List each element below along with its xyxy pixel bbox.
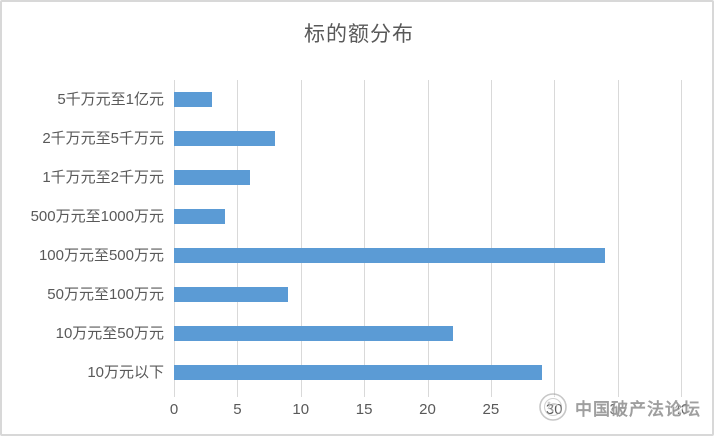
bar-7	[174, 365, 542, 380]
category-label-1: 2千万元至5千万元	[42, 130, 164, 147]
bar-6	[174, 326, 453, 341]
category-label-4: 100万元至500万元	[38, 247, 164, 264]
category-label-5: 50万元至100万元	[47, 286, 164, 303]
x-tick-label-15: 15	[355, 401, 373, 418]
tick-mark-20	[427, 392, 429, 397]
bar-4	[174, 248, 605, 263]
plot-area	[174, 80, 682, 397]
x-tick-label-30: 30	[545, 401, 563, 418]
bar-5	[174, 287, 289, 302]
gridline-35	[617, 80, 619, 392]
tick-mark-30	[554, 392, 556, 397]
category-label-3: 500万元至1000万元	[30, 208, 164, 225]
gridline-15	[364, 80, 366, 392]
tick-mark-10	[300, 392, 302, 397]
bar-1	[174, 131, 276, 146]
category-label-7: 10万元以下	[87, 364, 164, 381]
tick-mark-25	[490, 392, 492, 397]
x-tick-label-20: 20	[419, 401, 436, 418]
bar-0	[174, 92, 213, 107]
tick-mark-5	[237, 392, 239, 397]
tick-mark-15	[364, 392, 366, 397]
x-tick-label-35: 35	[609, 401, 626, 418]
gridline-40	[681, 80, 682, 392]
gridline-5	[237, 80, 239, 392]
x-tick-label-5: 5	[233, 401, 242, 418]
chart-title: 标的额分布	[304, 22, 414, 46]
gridline-25	[490, 80, 492, 392]
bar-2	[174, 170, 251, 185]
category-label-0: 5千万元至1亿元	[57, 91, 164, 108]
tick-mark-35	[617, 392, 619, 397]
gridline-10	[300, 80, 302, 392]
tick-mark-0	[174, 392, 175, 397]
bar-3	[174, 209, 225, 224]
gridline-20	[427, 80, 429, 392]
category-label-6: 10万元至50万元	[55, 325, 164, 342]
x-tick-label-10: 10	[292, 401, 310, 418]
x-tick-label-0: 0	[169, 401, 179, 418]
x-tick-label-40: 40	[672, 401, 690, 418]
x-tick-label-25: 25	[482, 401, 500, 418]
gridline-0	[174, 80, 175, 392]
tick-mark-40	[681, 392, 682, 397]
gridline-30	[554, 80, 556, 392]
category-label-2: 1千万元至2千万元	[42, 169, 164, 186]
